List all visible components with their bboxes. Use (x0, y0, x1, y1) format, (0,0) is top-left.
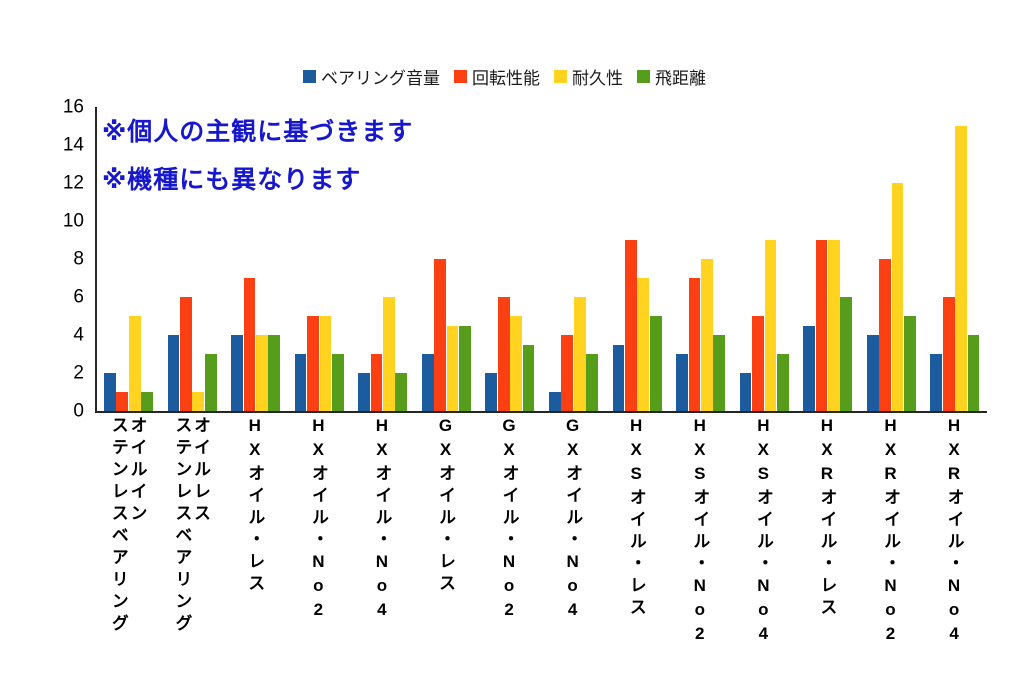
bar-series0-cat12 (866, 335, 879, 411)
y-tick-label: 4 (73, 324, 84, 346)
bar-series1-cat4 (370, 354, 383, 411)
legend-item-3: 飛距離 (637, 64, 706, 89)
bar-series1-cat8 (624, 240, 637, 411)
y-tick-label: 8 (73, 248, 84, 270)
legend-label: 飛距離 (655, 69, 706, 88)
bar-series1-cat6 (497, 297, 510, 411)
bar-series3-cat1 (204, 354, 217, 411)
bar-series3-cat11 (840, 297, 853, 411)
bar-series2-cat0 (128, 316, 141, 411)
bar-series3-cat8 (649, 316, 662, 411)
plot-area (95, 107, 987, 413)
x-axis-labels: オイルイン ステンレスベアリング オイルレス ステンレスベアリング HXオイル・レス… (95, 416, 985, 696)
bar-series3-cat3 (331, 354, 344, 411)
bar-series1-cat11 (815, 240, 828, 411)
x-axis-label-6: GXオイル・No2 (499, 416, 519, 624)
bar-series3-cat7 (586, 354, 598, 411)
bar-series1-cat7 (561, 335, 574, 411)
x-axis-label-11: HXRオイル・レス (817, 416, 837, 620)
bar-series3-cat4 (395, 373, 408, 411)
bar-series3-cat6 (522, 344, 535, 411)
x-axis-label-8: HXSオイル・レス (626, 416, 646, 620)
bar-series0-cat2 (231, 335, 243, 411)
bar-series0-cat6 (485, 373, 498, 411)
x-axis-label-2: HXオイル・レス (245, 416, 265, 596)
bar-series0-cat9 (676, 354, 688, 411)
bar-series0-cat0 (103, 373, 116, 411)
legend-swatch-icon (454, 70, 467, 83)
annotation-note-1: ※個人の主観に基づきます (102, 118, 414, 146)
bar-series0-cat11 (803, 325, 816, 411)
bar-series1-cat0 (116, 392, 129, 411)
bar-series2-cat2 (255, 335, 268, 411)
bar-series0-cat3 (294, 354, 307, 411)
x-axis-label-13: HXRオイル・No4 (944, 416, 964, 648)
bar-series3-cat12 (904, 316, 916, 411)
bar-series3-cat13 (967, 335, 980, 411)
x-axis-label-10: HXSオイル・No4 (753, 416, 773, 648)
x-axis-label-7: GXオイル・No4 (563, 416, 583, 624)
y-tick-label: 16 (62, 96, 84, 118)
y-axis: 0 2 4 6 8 10 12 14 16 (50, 98, 90, 421)
legend-item-1: 回転性能 (454, 64, 540, 89)
bar-series2-cat13 (955, 126, 967, 411)
annotation-note-2: ※機種にも異なります (102, 166, 362, 194)
x-axis-label-0: オイルイン ステンレスベアリング (108, 416, 147, 636)
bar-series1-cat2 (243, 278, 256, 411)
bar-series2-cat4 (383, 297, 395, 411)
x-axis-label-3: HXオイル・No2 (308, 416, 328, 624)
bar-series0-cat8 (612, 344, 625, 411)
legend-label: ベアリング音量 (321, 69, 440, 88)
x-axis-label-5: GXオイル・レス (435, 416, 455, 596)
legend: ベアリング音量 回転性能 耐久性 飛距離 (0, 64, 1009, 89)
y-tick-label: 2 (73, 362, 84, 384)
bar-series1-cat3 (307, 316, 319, 411)
legend-swatch-icon (637, 70, 650, 83)
bar-series1-cat5 (434, 259, 447, 411)
legend-label: 耐久性 (572, 69, 623, 88)
bar-series0-cat7 (548, 392, 561, 411)
bar-series0-cat13 (930, 354, 943, 411)
legend-item-0: ベアリング音量 (303, 64, 440, 89)
legend-swatch-icon (554, 70, 567, 83)
bar-series1-cat12 (879, 259, 892, 411)
bar-series2-cat8 (637, 278, 650, 411)
x-axis-label-9: HXSオイル・No2 (690, 416, 710, 648)
bar-series2-cat6 (510, 316, 522, 411)
bar-series1-cat1 (179, 297, 192, 411)
bar-series0-cat1 (167, 335, 180, 411)
y-tick-label: 14 (62, 134, 84, 156)
bar-series2-cat10 (764, 240, 777, 411)
bar-series3-cat2 (268, 335, 281, 411)
y-tick-label: 6 (73, 286, 84, 308)
bar-series1-cat10 (752, 316, 764, 411)
bar-series3-cat9 (713, 335, 726, 411)
bar-series0-cat4 (358, 373, 371, 411)
bar-series2-cat11 (828, 240, 840, 411)
bar-series1-cat9 (688, 278, 701, 411)
bar-series3-cat5 (459, 325, 471, 411)
bar-series0-cat10 (739, 373, 752, 411)
bar-series2-cat3 (319, 316, 332, 411)
y-tick-label: 10 (62, 210, 84, 232)
bar-series2-cat7 (573, 297, 586, 411)
x-axis-label-4: HXオイル・No4 (372, 416, 392, 624)
bar-series3-cat0 (141, 392, 153, 411)
y-tick-label: 12 (62, 172, 84, 194)
x-axis-label-1: オイルレス ステンレスベアリング (172, 416, 211, 636)
bar-series1-cat13 (942, 297, 955, 411)
bar-series3-cat10 (776, 354, 789, 411)
bar-series2-cat12 (891, 183, 904, 411)
legend-swatch-icon (303, 70, 316, 83)
bar-series0-cat5 (421, 354, 434, 411)
bar-series2-cat1 (192, 392, 205, 411)
bar-series2-cat5 (446, 325, 459, 411)
legend-label: 回転性能 (472, 69, 540, 88)
y-tick-label: 0 (73, 400, 84, 422)
legend-item-2: 耐久性 (554, 64, 623, 89)
bar-series2-cat9 (700, 259, 713, 411)
x-axis-label-12: HXRオイル・No2 (880, 416, 900, 648)
